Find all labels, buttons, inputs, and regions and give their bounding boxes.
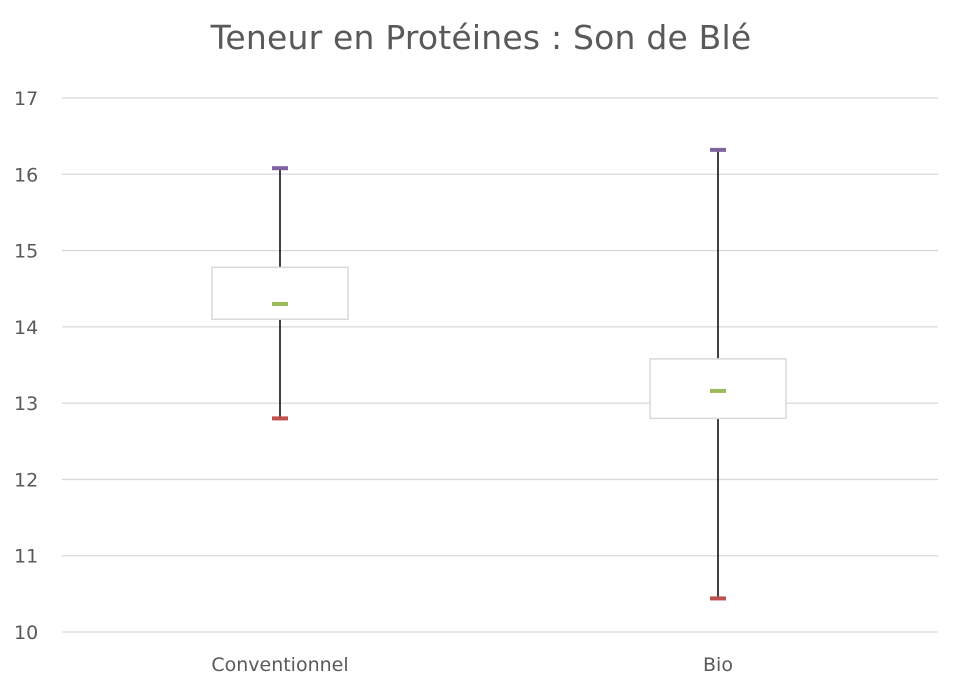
x-tick-label: Conventionnel [211,654,348,676]
y-tick-label: 11 [14,546,38,568]
y-tick-label: 12 [14,469,38,491]
y-tick-label: 15 [14,241,38,263]
iqr-box [649,358,787,420]
box-plot-2 [649,147,787,601]
iqr-box [211,266,349,320]
x-tick-label: Bio [703,654,733,676]
x-axis-labels: Conventionnel Bio [211,654,733,676]
grid-layer [62,97,938,633]
box-plot-1 [211,166,349,421]
y-tick-label: 14 [14,317,38,339]
boxes-layer [211,147,787,601]
y-axis-ticks: 10 11 12 13 14 15 16 17 [14,88,38,644]
chart-title: Teneur en Protéines : Son de Blé [210,18,752,57]
y-tick-label: 13 [14,393,38,415]
y-tick-label: 16 [14,164,38,186]
y-tick-label: 17 [14,88,38,110]
y-tick-label: 10 [14,622,38,644]
